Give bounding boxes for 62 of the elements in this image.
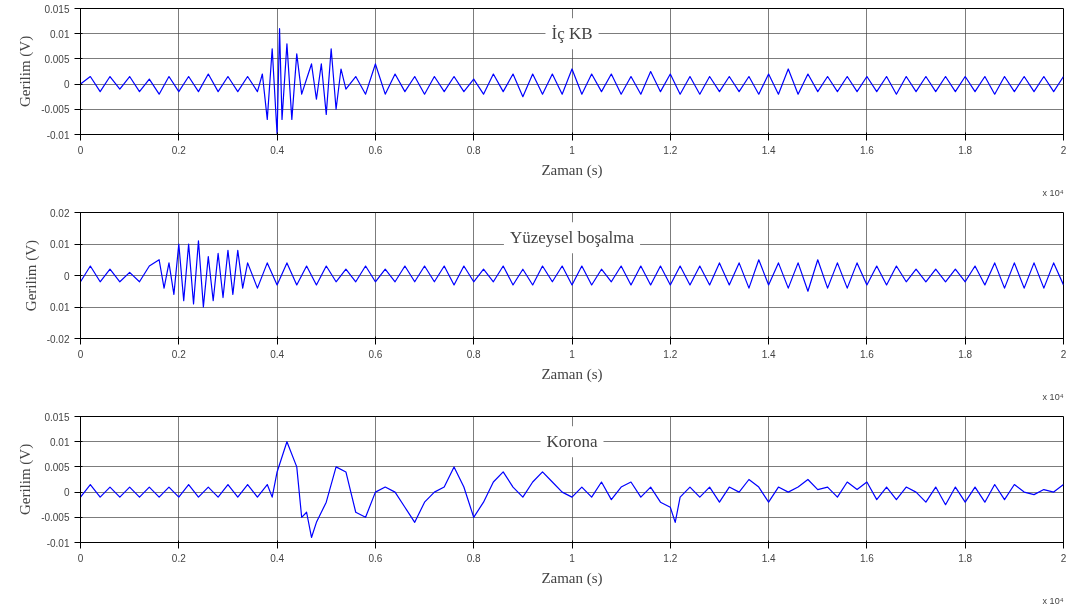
y-tick-label: 0.02 xyxy=(50,207,70,219)
y-tick-label: 0 xyxy=(63,487,70,499)
x-tick-label: 2 xyxy=(1060,348,1067,360)
text: Yüzeysel boşalma xyxy=(509,228,635,248)
x-tick-label: 0 xyxy=(77,348,84,360)
y-tick-label: -0.01 xyxy=(46,537,70,549)
x-tick-label: 0.8 xyxy=(466,348,482,360)
x-tick-label: 0.4 xyxy=(270,552,285,564)
x-tick-label: 0.8 xyxy=(466,144,482,156)
y-axis-title: Gerilim (V) xyxy=(17,443,35,516)
x-tick-label: 1.2 xyxy=(663,552,678,564)
x-tick-label: 1 xyxy=(569,144,576,156)
y-axis-title: Gerilim (V) xyxy=(17,35,35,108)
x-tick-label: 2 xyxy=(1060,144,1067,156)
x-tick-label: 1.2 xyxy=(663,144,678,156)
x-tick-label: 1.6 xyxy=(859,144,875,156)
x-tick-label: 1.6 xyxy=(859,552,875,564)
y-tick-label: 0.01 xyxy=(50,28,70,40)
x-tick-label: 1 xyxy=(569,348,576,360)
x-tick-label: 0.6 xyxy=(368,144,383,156)
x-tick-label: 0.4 xyxy=(270,144,285,156)
y-tick-label: 0 xyxy=(63,270,70,282)
y-axis-title: Gerilim (V) xyxy=(22,239,40,312)
text: Korona xyxy=(546,432,598,452)
x-tick-label: 1.8 xyxy=(958,144,973,156)
y-tick-label: 0.015 xyxy=(44,3,70,15)
x-tick-label: 0.2 xyxy=(171,552,187,564)
x-tick-label: 1.4 xyxy=(761,348,776,360)
y-tick-label: -0.01 xyxy=(46,129,70,141)
x-tick-label: 1.4 xyxy=(761,144,776,156)
x-tick-label: 1.6 xyxy=(859,348,875,360)
x-axis-title: Zaman (s) xyxy=(541,569,603,587)
x-tick-label: 1.8 xyxy=(958,348,973,360)
x-tick-label: 2 xyxy=(1060,552,1067,564)
text: x 10⁴ xyxy=(1042,187,1064,198)
x-axis-title: Zaman (s) xyxy=(541,161,603,179)
y-tick-label: 0.01 xyxy=(50,239,70,250)
x-tick-label: 0 xyxy=(77,552,84,564)
y-tick-label: 0.005 xyxy=(44,461,70,473)
x-tick-label: 1.2 xyxy=(663,348,678,360)
x-tick-label: 1.8 xyxy=(958,552,973,564)
x-tick-label: 0.6 xyxy=(368,552,383,564)
x-tick-label: 0 xyxy=(77,144,84,156)
y-tick-label: 0.01 xyxy=(50,302,70,313)
text: İç KB xyxy=(551,24,593,44)
y-tick-label: 0.005 xyxy=(44,53,70,65)
x-tick-label: 1.4 xyxy=(761,552,776,564)
x-tick-label: 0.4 xyxy=(270,348,285,360)
x-tick-label: 1 xyxy=(569,552,576,564)
y-tick-label: 0.015 xyxy=(44,411,70,423)
y-tick-label: 0.01 xyxy=(50,436,70,448)
y-tick-label: -0.005 xyxy=(41,104,70,116)
x-tick-label: 0.2 xyxy=(171,348,187,360)
text: x 10⁴ xyxy=(1042,391,1064,402)
y-tick-label: 0 xyxy=(63,79,70,91)
y-tick-label: -0.005 xyxy=(41,512,70,524)
x-axis-title: Zaman (s) xyxy=(541,365,603,383)
x-tick-label: 0.8 xyxy=(466,552,482,564)
text: x 10⁴ xyxy=(1042,595,1064,606)
x-tick-label: 0.2 xyxy=(171,144,187,156)
x-tick-label: 0.6 xyxy=(368,348,383,360)
y-tick-label: -0.02 xyxy=(46,333,70,345)
